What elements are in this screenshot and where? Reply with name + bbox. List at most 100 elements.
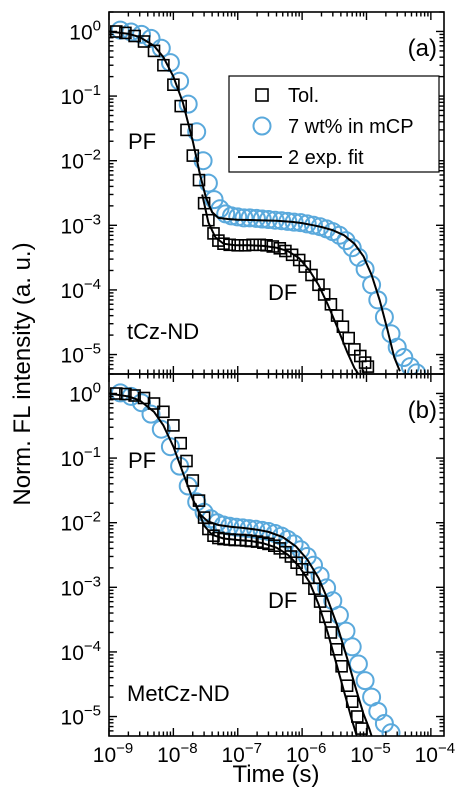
mcp-data-point <box>160 53 180 73</box>
mcp-data-point <box>234 208 254 228</box>
mcp-data-point <box>228 207 248 227</box>
panel-a-y-tick-labels: 100 10−1 10−2 10−3 10−4 10−5 <box>61 17 101 367</box>
tol-data-point <box>180 454 193 468</box>
tol-data-point <box>202 213 215 227</box>
x-tick-label: 10−4 <box>415 740 455 767</box>
tol-data-point <box>174 99 187 113</box>
mcp-data-point <box>151 38 171 58</box>
x-tick-label: 10−5 <box>350 740 390 767</box>
tol-data-point <box>186 149 200 162</box>
tol-data-point <box>180 123 193 137</box>
panel-a-df-annotation: DF <box>268 280 297 305</box>
fit-curve-panel-a-2 <box>109 30 401 372</box>
y-tick-label: 100 <box>69 17 101 44</box>
y-tick-label: 10−5 <box>61 703 101 730</box>
x-axis-tick-labels: 10−9 10−8 10−7 10−6 10−5 10−4 <box>93 740 455 767</box>
x-tick-label: 10−9 <box>93 740 133 767</box>
y-tick-label: 10−5 <box>61 341 101 368</box>
mcp-data-point <box>187 122 207 142</box>
panel-b: 100 10−1 10−2 10−3 10−4 10−5 (b) PF DF MetCz-… <box>61 373 445 737</box>
y-axis-title: Norm. FL intensity (a. u.) <box>9 242 36 505</box>
tol-data-point <box>324 626 338 639</box>
mcp-data-point <box>132 24 151 44</box>
panel-b-y-tick-labels: 100 10−1 10−2 10−3 10−4 10−5 <box>61 379 101 729</box>
tol-data-point <box>157 405 170 419</box>
tol-data-point <box>137 35 151 48</box>
tol-data-point <box>167 419 180 432</box>
mcp-data-point <box>400 357 420 374</box>
panel-b-plot-area <box>109 383 401 736</box>
mcp-data-point <box>387 337 407 357</box>
legend-label-mcp: 7 wt% in mCP <box>288 116 414 138</box>
fit-curve-panel-b-3 <box>194 502 358 736</box>
panel-a-plot-area <box>109 20 427 374</box>
mcp-data-point <box>240 208 260 228</box>
tol-data-point <box>342 331 356 345</box>
mcp-data-point <box>198 173 218 193</box>
tol-data-point <box>147 397 161 410</box>
mcp-data-point <box>178 94 198 114</box>
panel-b-pf-annotation: PF <box>128 448 156 473</box>
x-tick-label: 10−7 <box>222 740 262 767</box>
y-tick-label: 10−2 <box>61 509 101 536</box>
mcp-data-point <box>355 671 375 691</box>
mcp-data-point <box>381 723 401 736</box>
x-axis-title: Time (s) <box>232 761 319 788</box>
tol-data-point <box>174 436 187 450</box>
mcp-data-point <box>252 209 272 229</box>
y-tick-label: 10−2 <box>61 147 101 174</box>
mcp-data-point <box>141 404 161 424</box>
mcp-data-point <box>348 654 368 674</box>
tol-data-point <box>157 58 170 72</box>
y-tick-label: 100 <box>69 379 101 406</box>
fit-curve-panel-b-2 <box>109 392 373 736</box>
panel-b-material-label: MetCz-ND <box>127 681 230 706</box>
legend-label-tol: Tol. <box>288 85 319 107</box>
panel-a-label: (a) <box>408 35 437 62</box>
tol-data-point <box>350 710 364 723</box>
panel-b-label: (b) <box>408 397 437 424</box>
mcp-data-point <box>304 215 323 235</box>
y-tick-label: 10−4 <box>61 276 101 303</box>
mcp-data-point <box>368 701 388 721</box>
panel-a-material-label: tCz-ND <box>127 319 199 344</box>
mcp-data-point <box>246 208 266 228</box>
tol-data-point <box>119 387 132 401</box>
x-tick-label: 10−8 <box>157 740 197 767</box>
x-tick-label: 10−6 <box>286 740 326 767</box>
tol-data-point <box>279 244 292 258</box>
fit-curve-panel-a-3 <box>201 194 360 374</box>
tol-data-point <box>305 268 318 282</box>
panel-a-pf-annotation: PF <box>128 129 156 154</box>
mcp-data-point <box>222 206 241 226</box>
tol-data-point <box>186 474 200 487</box>
mcp-data-point <box>204 190 224 210</box>
tol-data-point <box>355 722 368 735</box>
y-tick-label: 10−4 <box>61 638 101 665</box>
y-tick-label: 10−3 <box>61 573 101 600</box>
legend: Tol. 7 wt% in mCP 2 exp. fit <box>228 75 440 173</box>
tol-data-point <box>298 260 312 273</box>
mcp-data-point <box>374 307 394 327</box>
tol-data-point <box>317 288 331 301</box>
mcp-data-point <box>336 621 356 641</box>
mcp-data-point <box>329 225 349 245</box>
y-tick-label: 10−1 <box>61 444 101 471</box>
tol-data-point <box>329 642 343 656</box>
mcp-data-point <box>336 231 356 251</box>
tol-data-point <box>361 360 375 373</box>
tol-data-point <box>128 389 141 402</box>
y-tick-label: 10−3 <box>61 211 101 238</box>
panel-a: 100 10−1 10−2 10−3 10−4 10−5 (a) PF DF tCz-ND… <box>61 11 445 375</box>
y-tick-label: 10−1 <box>61 82 101 109</box>
legend-label-fit: 2 exp. fit <box>288 147 364 169</box>
legend-square-marker <box>255 88 269 102</box>
tol-data-point <box>358 356 372 369</box>
mcp-data-point <box>291 540 311 560</box>
mcp-data-point <box>342 238 362 258</box>
tol-data-point <box>197 196 211 210</box>
panel-b-ticks <box>108 373 444 736</box>
panel-b-df-annotation: DF <box>268 588 297 613</box>
legend-circle-marker <box>252 116 272 136</box>
